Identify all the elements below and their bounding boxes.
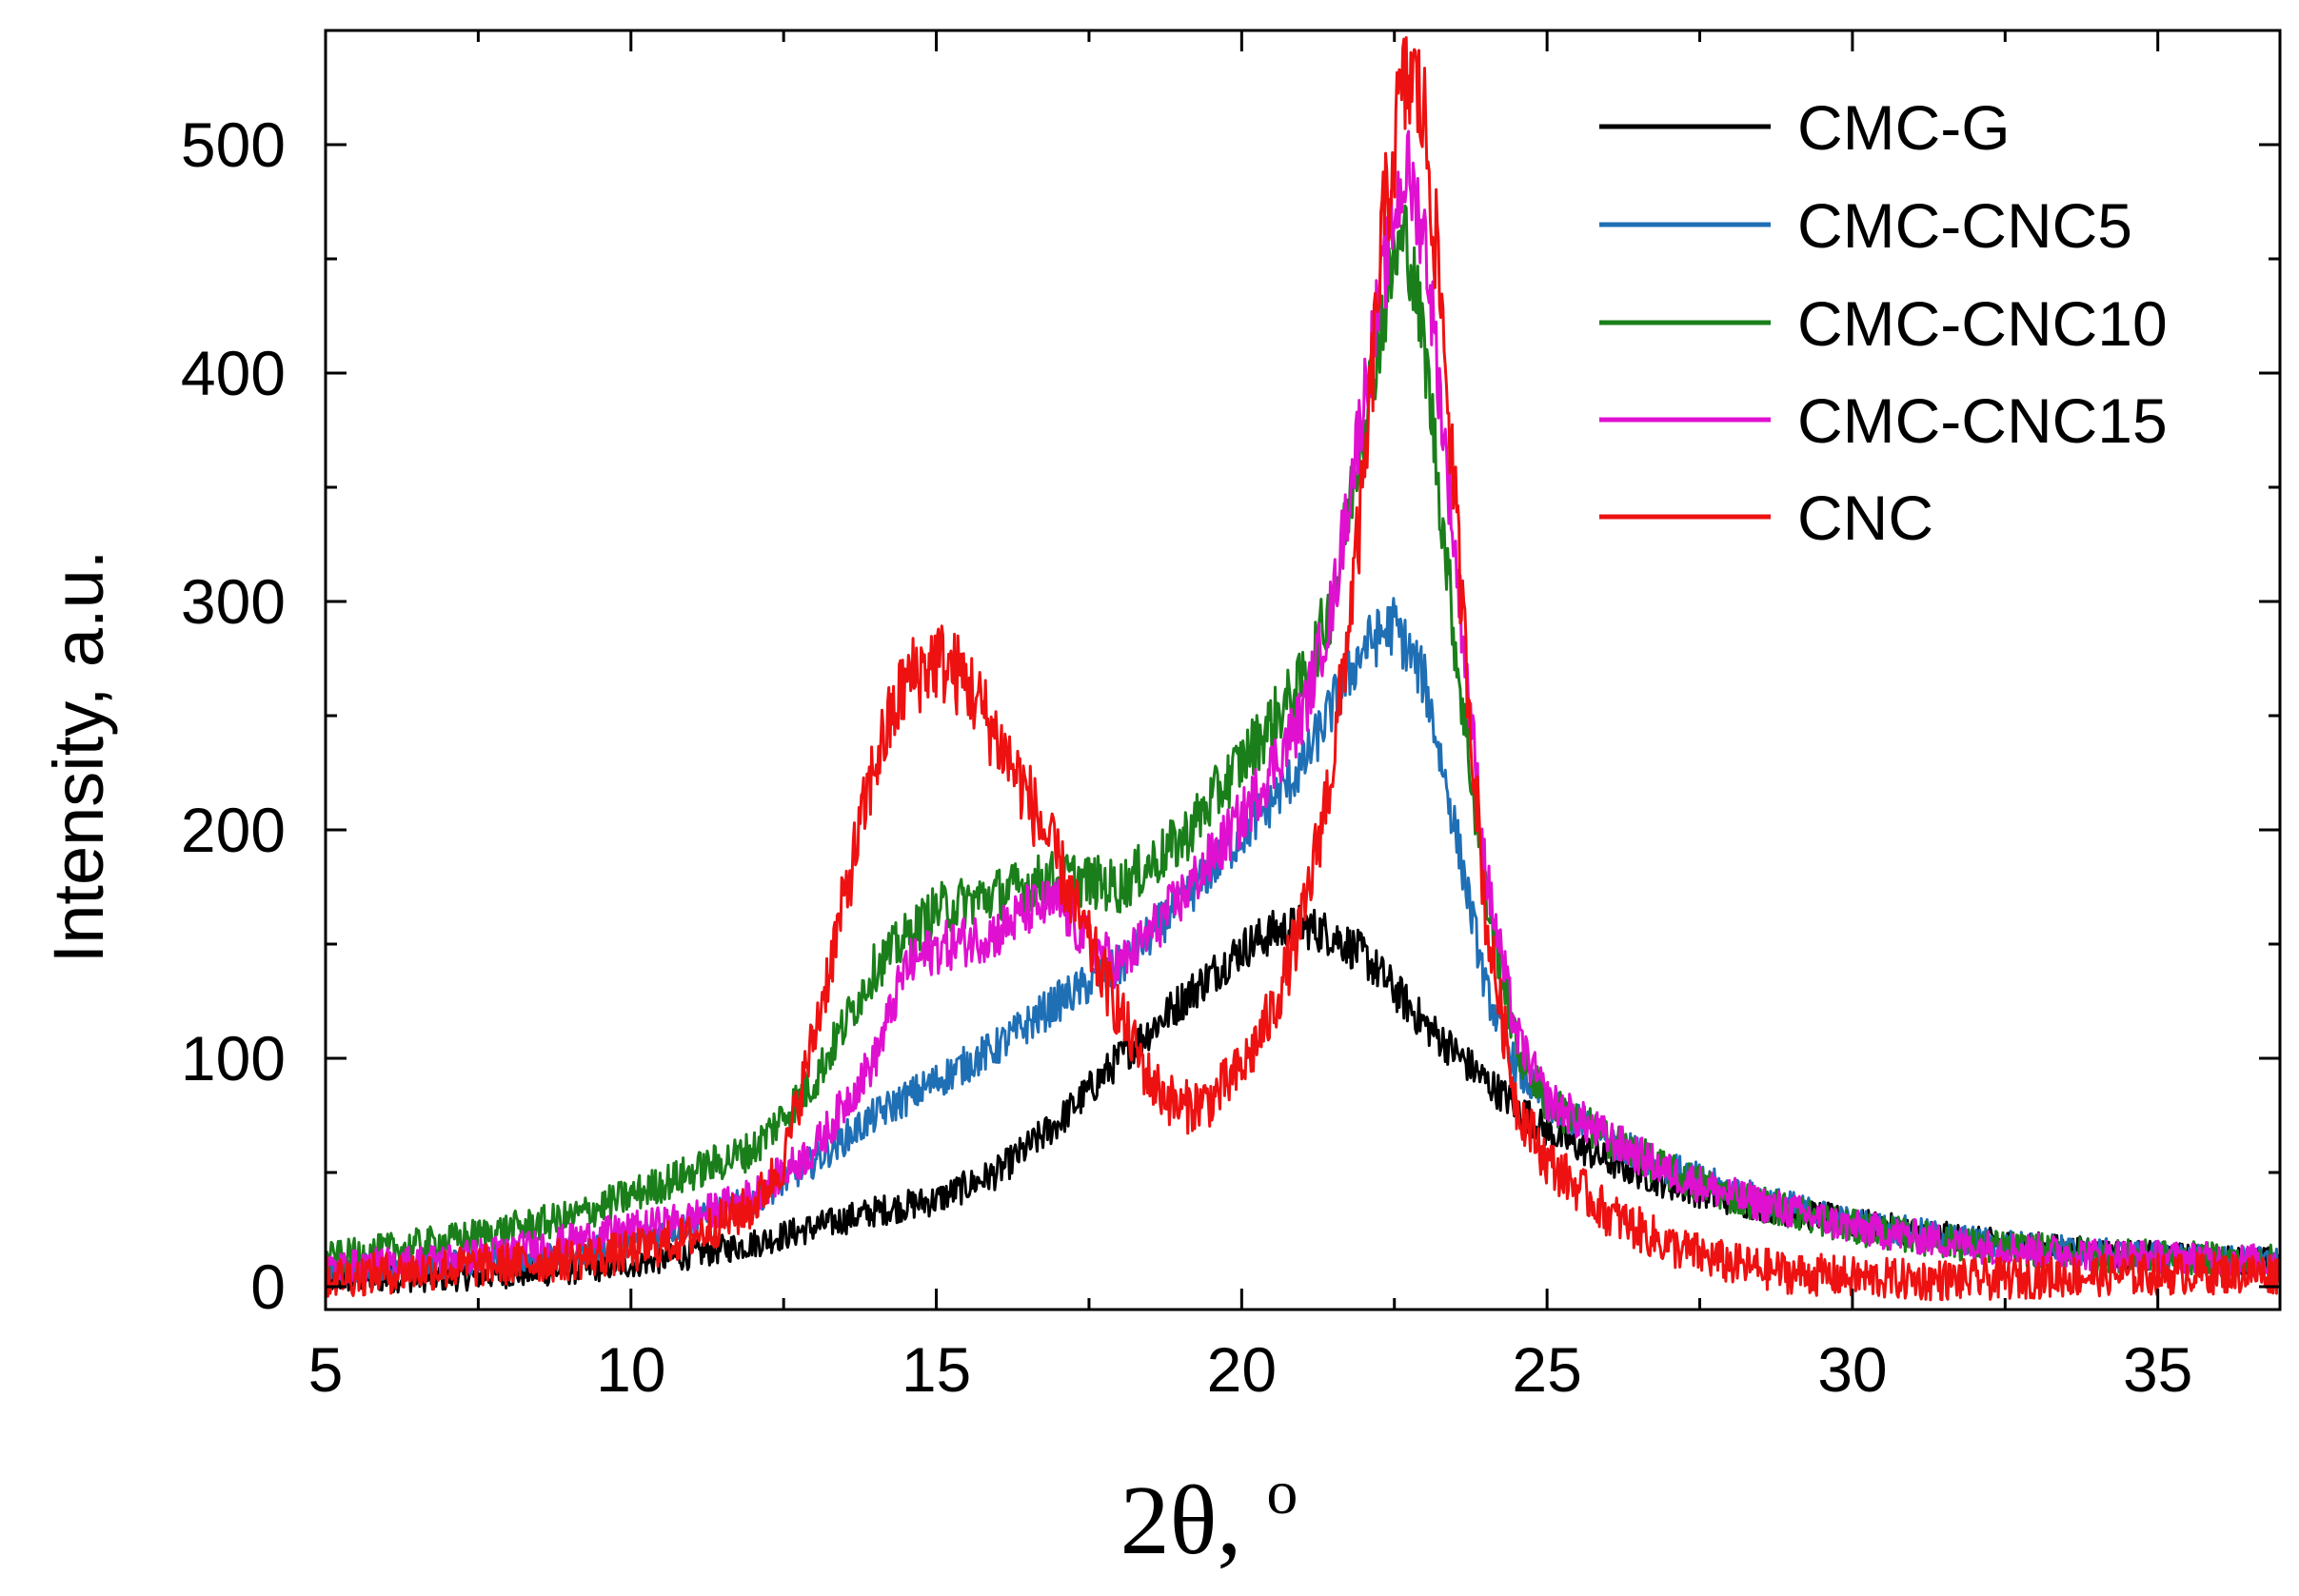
- x-tick-label: 15: [902, 1334, 971, 1405]
- ticks-layer: [324, 29, 2280, 1310]
- legend: CMC-G CMC-CNC5 CMC-CNC10 CMC-CNC15 CNC: [1599, 92, 2168, 553]
- y-axis-label: Intensity, a.u.: [39, 550, 118, 964]
- y-tick-label: 0: [250, 1251, 286, 1322]
- x-tick-labels: 5 10 15 20 25 30 35: [308, 1334, 2193, 1405]
- series-layer: [324, 36, 2282, 1302]
- x-tick-label: 35: [2123, 1334, 2192, 1405]
- x-tick-label: 5: [308, 1334, 344, 1405]
- x-axis-label-superscript: o: [1266, 1458, 1298, 1527]
- series-line-cmc-cnc15: [324, 129, 2282, 1284]
- y-tick-label: 100: [181, 1023, 286, 1094]
- plot-frame: [324, 29, 2282, 1311]
- y-tick-label: 200: [181, 795, 286, 865]
- x-axis-label-main: 2θ,: [1120, 1466, 1267, 1575]
- y-tick-label: 300: [181, 566, 286, 637]
- legend-label-cmc-cnc5: CMC-CNC5: [1797, 190, 2132, 261]
- legend-label-cmc-cnc10: CMC-CNC10: [1797, 288, 2168, 359]
- y-tick-label: 400: [181, 338, 286, 408]
- x-tick-label: 10: [596, 1334, 665, 1405]
- y-tick-label: 500: [181, 109, 286, 180]
- y-tick-labels: 0 100 200 300 400 500: [181, 109, 286, 1322]
- x-tick-label: 20: [1207, 1334, 1277, 1405]
- x-tick-label: 25: [1512, 1334, 1581, 1405]
- x-tick-label: 30: [1817, 1334, 1887, 1405]
- x-axis-label: 2θ, o: [1120, 1458, 1298, 1575]
- legend-label-cmc-g: CMC-G: [1797, 92, 2011, 163]
- series-line-cnc: [324, 36, 2282, 1302]
- legend-label-cmc-cnc15: CMC-CNC15: [1797, 385, 2168, 456]
- legend-label-cnc: CNC: [1797, 483, 1933, 553]
